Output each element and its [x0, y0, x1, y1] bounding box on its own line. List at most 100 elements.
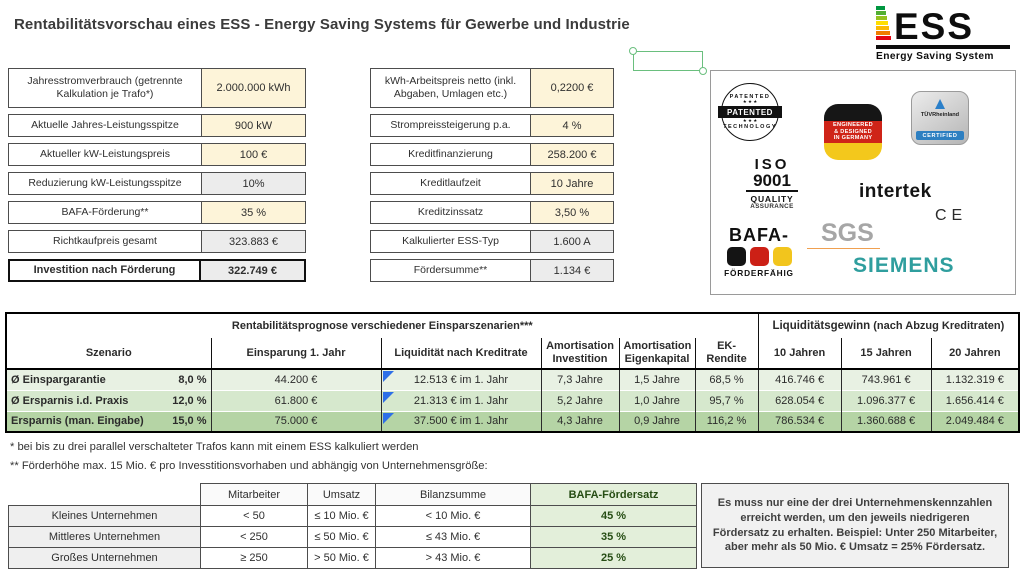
footnote-trafos: * bei bis zu drei parallel verschalteter…	[10, 441, 419, 453]
selection-handle-top-left[interactable]	[629, 47, 637, 55]
scenario-row-ersparnis-manuell: Ersparnis (man. Eingabe) 15,0 % 75.000 €…	[6, 410, 1020, 432]
ess-logo: ESS Energy Saving System	[876, 6, 1010, 62]
col-header-amortisation-eigenkapital: Amortisation Eigenkapital	[618, 338, 695, 370]
profitability-table: Rentabilitätsprognose verschiedener Eins…	[5, 312, 1021, 433]
tuv-certified-label: CERTIFIED	[916, 131, 964, 140]
selection-handle-bottom-right[interactable]	[699, 67, 707, 75]
certification-panel: PATENTED ★ ★ ★ PATENTED ★ ★ ★ TECHNOLOGY…	[710, 70, 1016, 295]
ess-logo-rule	[876, 45, 1010, 49]
field-value-computed: 322.749 €	[201, 261, 304, 280]
bafa-foerderfaehig-logo: BAFA- FÖRDERFÄHIG	[723, 226, 795, 278]
field-label: Kalkulierter ESS-Typ	[371, 231, 531, 252]
iso-line1: ISO	[754, 156, 790, 173]
field-value-input[interactable]: 35 %	[202, 202, 305, 223]
ce-mark: CE	[935, 207, 968, 224]
liquidity-value: 21.313 € im 1. Jahr	[413, 394, 509, 407]
col-header-szenario: Szenario	[6, 338, 211, 370]
table-cell: 68,5 %	[694, 369, 759, 390]
table-cell: 0,9 Jahre	[618, 410, 695, 432]
scenario-label: Ersparnis (man. Eingabe)	[6, 410, 154, 432]
middle-input-column: kWh-Arbeitspreis netto (inkl. Abgaben, U…	[370, 68, 614, 282]
field-value-input[interactable]: 900 kW	[202, 115, 305, 136]
field-label: Aktuelle Jahres-Leistungsspitze	[9, 115, 202, 136]
company-size-label: Kleines Unternehmen	[8, 505, 201, 527]
table-cell: 1,5 Jahre	[618, 369, 695, 390]
col-header-bilanzsumme: Bilanzsumme	[375, 483, 531, 506]
iso-line2: 9001	[746, 172, 798, 192]
field-value-input[interactable]: 3,50 %	[531, 202, 613, 223]
scenario-percentage-input[interactable]: 15,0 %	[154, 410, 211, 432]
field-label: Investition nach Förderung	[10, 261, 201, 280]
field-ess-typ: Kalkulierter ESS-Typ 1.600 A	[370, 230, 614, 253]
table-cell: 61.800 €	[210, 389, 381, 411]
iso-line4: ASSURANCE	[750, 203, 794, 210]
german-flag-black-stripe	[824, 104, 882, 122]
empty-corner-cell	[9, 484, 201, 506]
field-value-input[interactable]: 4 %	[531, 115, 613, 136]
col-header-umsatz: Umsatz	[307, 483, 376, 506]
field-label: Fördersumme**	[371, 260, 531, 281]
field-value-input[interactable]: 10 Jahre	[531, 173, 613, 194]
intertek-logo: intertek	[859, 181, 932, 202]
foerdersatz-note-box: Es muss nur eine der drei Unternehmenske…	[701, 483, 1009, 568]
field-jahres-leistungsspitze: Aktuelle Jahres-Leistungsspitze 900 kW	[8, 114, 306, 137]
field-value-computed: 323.883 €	[202, 231, 305, 252]
table-cell-liquidity: 21.313 € im 1. Jahr	[380, 389, 541, 411]
col-header-ek-rendite: EK-Rendite	[694, 338, 759, 370]
field-label: Richtkaufpreis gesamt	[9, 231, 202, 252]
field-label: Kreditzinssatz	[371, 202, 531, 223]
patented-banner: PATENTED	[717, 106, 783, 118]
scenario-percentage: 8,0 %	[154, 369, 211, 390]
ess-logo-text: ESS	[894, 6, 975, 48]
field-value-computed: 10%	[202, 173, 305, 194]
german-flag-red-stripe: ENGINEERED & DESIGNED IN GERMANY	[824, 121, 882, 143]
table-cell: > 43 Mio. €	[375, 547, 531, 569]
table-cell: 416.746 €	[757, 369, 842, 390]
stars-icon: ★ ★ ★	[742, 99, 758, 105]
field-value-computed: 1.600 A	[531, 231, 613, 252]
table-cell-liquidity: 12.513 € im 1. Jahr	[380, 369, 541, 390]
field-value-input[interactable]: 2.000.000 kWh	[202, 69, 305, 107]
germany-badge-line2: & DESIGNED	[834, 128, 872, 135]
table-cell: 4,3 Jahre	[540, 410, 619, 432]
tuv-rheinland-badge: ▲ TÜVRheinland CERTIFIED	[911, 91, 969, 145]
col-header-amortisation-investition: Amortisation Investition	[540, 338, 619, 370]
scenario-label: Ø Einspargarantie	[6, 369, 154, 390]
table-cell: < 250	[200, 526, 308, 548]
footnote-foerderhoehe: ** Förderhöhe max. 15 Mio. € pro Invesst…	[10, 460, 488, 472]
field-kreditlaufzeit: Kreditlaufzeit 10 Jahre	[370, 172, 614, 195]
table-cell: ≤ 10 Mio. €	[307, 505, 376, 527]
comment-flag-icon	[382, 371, 394, 382]
comment-flag-icon	[382, 391, 394, 403]
table-cell: ≤ 43 Mio. €	[375, 526, 531, 548]
page-title: Rentabilitätsvorschau eines ESS - Energy…	[14, 16, 630, 33]
field-label: Jahresstromverbrauch (getrennte Kalkulat…	[9, 69, 202, 107]
german-flag-gold-stripe	[824, 142, 882, 160]
field-label: Kreditfinanzierung	[371, 144, 531, 165]
stars-icon: ★ ★ ★	[742, 118, 758, 123]
table-cell: ≥ 250	[200, 547, 308, 569]
field-value-input[interactable]: 258.200 €	[531, 144, 613, 165]
germany-badge-line1: ENGINEERED	[833, 121, 873, 128]
field-label: Kreditlaufzeit	[371, 173, 531, 194]
company-row-gross: Großes Unternehmen ≥ 250 > 50 Mio. € > 4…	[8, 547, 697, 569]
table-cell-liquidity: 37.500 € im 1. Jahr	[380, 410, 541, 432]
left-input-column: Jahresstromverbrauch (getrennte Kalkulat…	[8, 68, 306, 282]
siemens-logo: SIEMENS	[853, 254, 955, 277]
table-cell: > 50 Mio. €	[307, 547, 376, 569]
company-row-mittel: Mittleres Unternehmen < 250 ≤ 50 Mio. € …	[8, 526, 697, 548]
table-cell: 7,3 Jahre	[540, 369, 619, 390]
col-header-10-jahren: 10 Jahren	[757, 338, 842, 370]
germany-badge-line3: IN GERMANY	[833, 135, 873, 142]
bafa-title: BAFA-	[729, 225, 789, 245]
col-header-bafa-foerdersatz: BAFA-Fördersatz	[530, 483, 697, 506]
table-cell: 628.054 €	[757, 389, 842, 411]
col-header-einsparung: Einsparung 1. Jahr	[210, 338, 381, 370]
field-label: Aktueller kW-Leistungspreis	[9, 144, 202, 165]
col-header-liquiditaet: Liquidität nach Kreditrate	[380, 338, 541, 370]
field-value-input[interactable]: 100 €	[202, 144, 305, 165]
field-kw-leistungspreis: Aktueller kW-Leistungspreis 100 €	[8, 143, 306, 166]
selection-rectangle[interactable]	[629, 47, 707, 75]
field-value-input[interactable]: 0,2200 €	[531, 69, 613, 107]
table-cell: 1.656.414 €	[930, 389, 1020, 411]
